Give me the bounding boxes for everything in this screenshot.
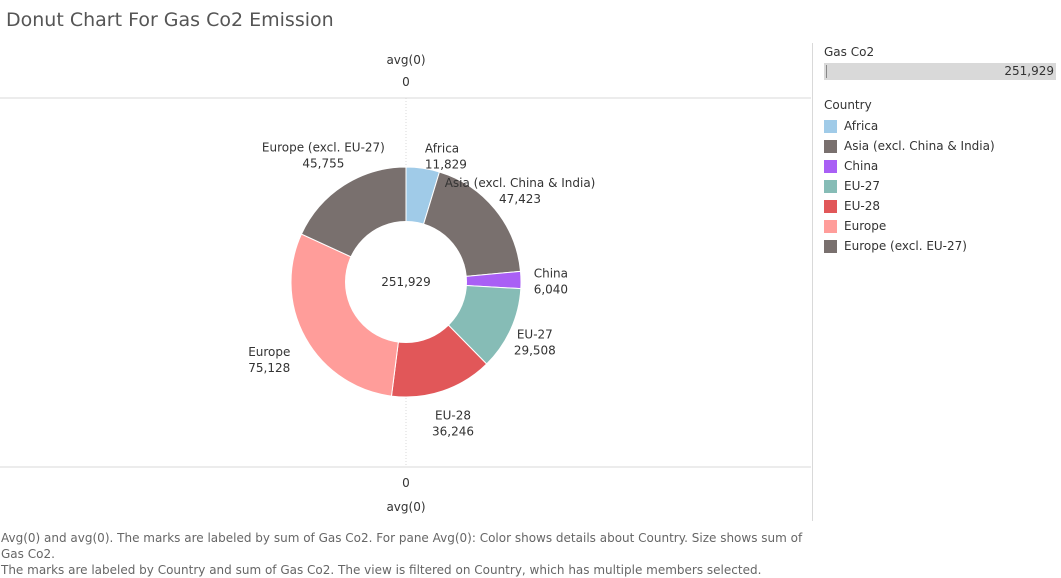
top-axis-tick: 0 (402, 75, 410, 89)
legend-label: Africa (844, 119, 879, 133)
legend-swatch (824, 219, 837, 233)
donut-hole (345, 221, 467, 343)
slice-label-europe: Europe 75,128 (248, 345, 290, 375)
legend-label: EU-27 (844, 179, 880, 193)
slice-labels: Africa 11,829 Asia (excl. China & India) 47… (248, 140, 595, 438)
legend-item-asia-excl-china-india[interactable]: Asia (excl. China & India) (824, 136, 1060, 156)
size-legend-value: 251,929 (1004, 64, 1054, 78)
slice-label-eu-28: EU-28 36,246 (432, 408, 474, 438)
legend-swatch (824, 139, 837, 153)
chart-view: avg(0) 0 0 avg(0) 251,929 Africa 11,829 As… (0, 43, 813, 521)
caption-line-2: The marks are labeled by Country and sum… (1, 563, 762, 577)
bottom-axis-tick: 0 (402, 476, 410, 490)
legend-swatch (824, 119, 837, 133)
caption-line-1: Avg(0) and avg(0). The marks are labeled… (1, 531, 803, 561)
slice-label-europe-excl-eu-27: Europe (excl. EU-27) 45,755 (262, 140, 385, 170)
legend-label: Europe (excl. EU-27) (844, 239, 967, 253)
chart-title: Donut Chart For Gas Co2 Emission (6, 9, 334, 31)
legend-swatch (824, 159, 837, 173)
size-legend-bar: 251,929 (824, 63, 1056, 80)
top-axis-label: avg(0) (386, 53, 425, 67)
legend-swatch (824, 199, 837, 213)
donut-chart: avg(0) 0 0 avg(0) 251,929 Africa 11,829 As… (0, 53, 811, 514)
legend-label: Europe (844, 219, 887, 233)
legend-item-europe-excl-eu-27[interactable]: Europe (excl. EU-27) (824, 236, 1060, 256)
legend-label: Asia (excl. China & India) (844, 139, 995, 153)
chart-caption: Avg(0) and avg(0). The marks are labeled… (1, 530, 811, 578)
legend-item-europe[interactable]: Europe (824, 216, 1060, 236)
bottom-axis-label: avg(0) (386, 500, 425, 514)
slice-label-asia-excl-china-india: Asia (excl. China & India) 47,423 (445, 176, 596, 206)
legend-item-eu-27[interactable]: EU-27 (824, 176, 1060, 196)
size-legend-title: Gas Co2 (824, 45, 875, 59)
legend-item-africa[interactable]: Africa (824, 116, 1060, 136)
legend-panel: Gas Co2 251,929 Country Africa Asia (excl… (824, 45, 1060, 256)
legend-label: China (844, 159, 879, 173)
legend-swatch (824, 239, 837, 253)
legend-item-china[interactable]: China (824, 156, 1060, 176)
color-legend-title: Country (824, 98, 872, 112)
slice-label-africa: Africa 11,829 (425, 142, 467, 172)
donut-center-total: 251,929 (381, 275, 431, 289)
legend-item-eu-28[interactable]: EU-28 (824, 196, 1060, 216)
slice-label-eu-27: EU-27 29,508 (514, 327, 556, 357)
color-legend-list: Africa Asia (excl. China & India) China EU-… (824, 116, 1060, 256)
slice-label-china: China 6,040 (534, 266, 568, 296)
size-legend-tick (826, 65, 827, 78)
legend-swatch (824, 179, 837, 193)
legend-label: EU-28 (844, 199, 880, 213)
